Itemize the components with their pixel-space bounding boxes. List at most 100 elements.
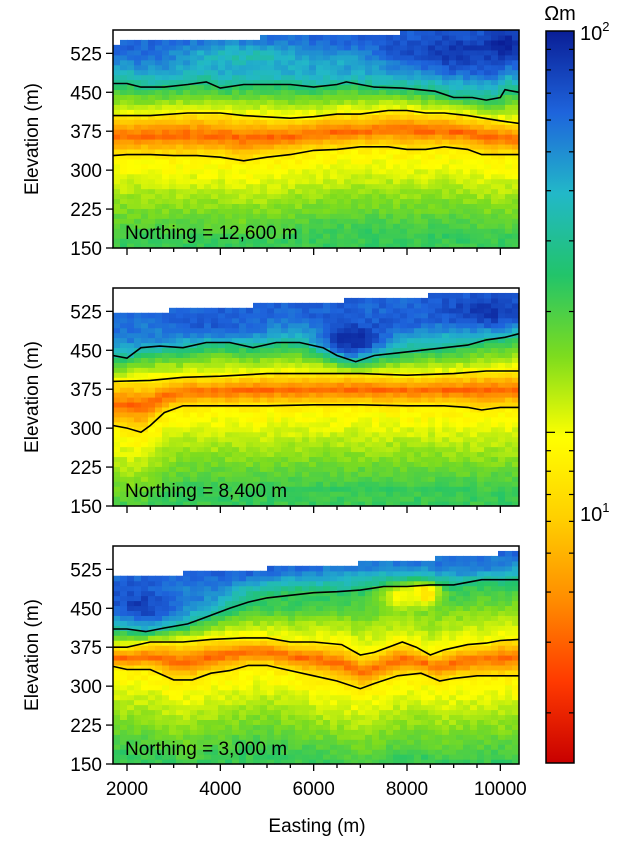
resistivity-cell xyxy=(274,223,282,229)
resistivity-cell xyxy=(449,153,457,160)
resistivity-cell xyxy=(113,158,121,165)
resistivity-cell xyxy=(169,312,177,319)
resistivity-cell xyxy=(148,342,156,349)
resistivity-cell xyxy=(134,158,142,165)
resistivity-cell xyxy=(512,233,520,239)
resistivity-cell xyxy=(225,456,233,462)
resistivity-cell xyxy=(407,39,415,46)
resistivity-cell xyxy=(302,218,310,224)
resistivity-cell xyxy=(120,481,128,487)
resistivity-cell xyxy=(267,79,275,86)
resistivity-cell xyxy=(358,49,366,56)
resistivity-cell xyxy=(274,362,282,368)
resistivity-cell xyxy=(449,64,457,71)
resistivity-cell xyxy=(197,337,205,344)
resistivity-cell xyxy=(386,367,394,373)
resistivity-cell xyxy=(386,129,394,135)
resistivity-cell xyxy=(127,114,135,120)
resistivity-cell xyxy=(127,441,135,448)
resistivity-cell xyxy=(330,79,338,86)
resistivity-cell xyxy=(428,307,436,314)
resistivity-cell xyxy=(190,139,198,145)
resistivity-cell xyxy=(393,451,401,458)
resistivity-cell xyxy=(421,59,429,66)
resistivity-cell xyxy=(302,367,310,373)
resistivity-cell xyxy=(351,456,359,462)
resistivity-cell xyxy=(512,401,520,408)
resistivity-cell xyxy=(358,481,366,487)
resistivity-cell xyxy=(127,89,135,95)
resistivity-cell xyxy=(141,491,149,497)
resistivity-cell xyxy=(239,193,247,200)
resistivity-cell xyxy=(127,44,135,51)
resistivity-cell xyxy=(498,397,506,403)
resistivity-cell xyxy=(428,139,436,145)
resistivity-cell xyxy=(463,124,471,130)
resistivity-cell xyxy=(477,496,485,502)
resistivity-cell xyxy=(414,69,422,76)
resistivity-cell xyxy=(211,163,219,170)
resistivity-cell xyxy=(134,54,142,61)
resistivity-cell xyxy=(253,406,261,413)
resistivity-cell xyxy=(400,491,408,497)
resistivity-cell xyxy=(239,486,247,492)
resistivity-cell xyxy=(491,481,499,487)
resistivity-cell xyxy=(232,501,240,507)
resistivity-cell xyxy=(211,406,219,413)
resistivity-cell xyxy=(211,446,219,453)
resistivity-cell xyxy=(435,104,443,110)
resistivity-cell xyxy=(197,163,205,170)
resistivity-cell xyxy=(120,352,128,358)
resistivity-cell xyxy=(246,456,254,462)
resistivity-cell xyxy=(309,496,317,502)
resistivity-cell xyxy=(358,297,366,304)
resistivity-cell xyxy=(498,357,506,363)
resistivity-cell xyxy=(141,163,149,170)
resistivity-cell xyxy=(127,456,135,462)
resistivity-cell xyxy=(274,94,282,100)
resistivity-cell xyxy=(372,357,380,363)
resistivity-cell xyxy=(288,198,296,204)
resistivity-cell xyxy=(253,124,261,130)
resistivity-cell xyxy=(407,327,415,334)
resistivity-cell xyxy=(197,148,205,155)
resistivity-cell xyxy=(211,139,219,145)
resistivity-cell xyxy=(288,129,296,135)
resistivity-cell xyxy=(337,119,345,125)
resistivity-cell xyxy=(463,401,471,408)
resistivity-cell xyxy=(463,223,471,229)
resistivity-cell xyxy=(379,44,387,51)
resistivity-cell xyxy=(323,183,331,190)
resistivity-cell xyxy=(351,486,359,492)
resistivity-cell xyxy=(337,476,345,482)
resistivity-cell xyxy=(169,129,177,135)
resistivity-cell xyxy=(204,49,212,56)
resistivity-cell xyxy=(351,342,359,349)
resistivity-cell xyxy=(204,119,212,125)
resistivity-cell xyxy=(477,416,485,423)
resistivity-cell xyxy=(162,476,170,482)
resistivity-cell xyxy=(141,124,149,130)
resistivity-cell xyxy=(239,213,247,219)
resistivity-cell xyxy=(211,491,219,497)
resistivity-cell xyxy=(491,372,499,378)
resistivity-cell xyxy=(512,153,520,160)
resistivity-cell xyxy=(141,74,149,81)
resistivity-cell xyxy=(337,213,345,219)
resistivity-cell xyxy=(211,94,219,100)
resistivity-cell xyxy=(470,367,478,373)
resistivity-cell xyxy=(400,456,408,462)
resistivity-cell xyxy=(176,461,184,467)
resistivity-cell xyxy=(484,69,492,76)
resistivity-cell xyxy=(120,148,128,155)
resistivity-cell xyxy=(435,367,443,373)
resistivity-cell xyxy=(141,451,149,458)
resistivity-cell xyxy=(253,426,261,433)
resistivity-cell xyxy=(365,387,373,393)
resistivity-cell xyxy=(162,337,170,344)
resistivity-cell xyxy=(477,99,485,105)
resistivity-cell xyxy=(365,491,373,497)
resistivity-cell xyxy=(421,327,429,334)
resistivity-cell xyxy=(498,451,506,458)
resistivity-cell xyxy=(127,143,135,150)
